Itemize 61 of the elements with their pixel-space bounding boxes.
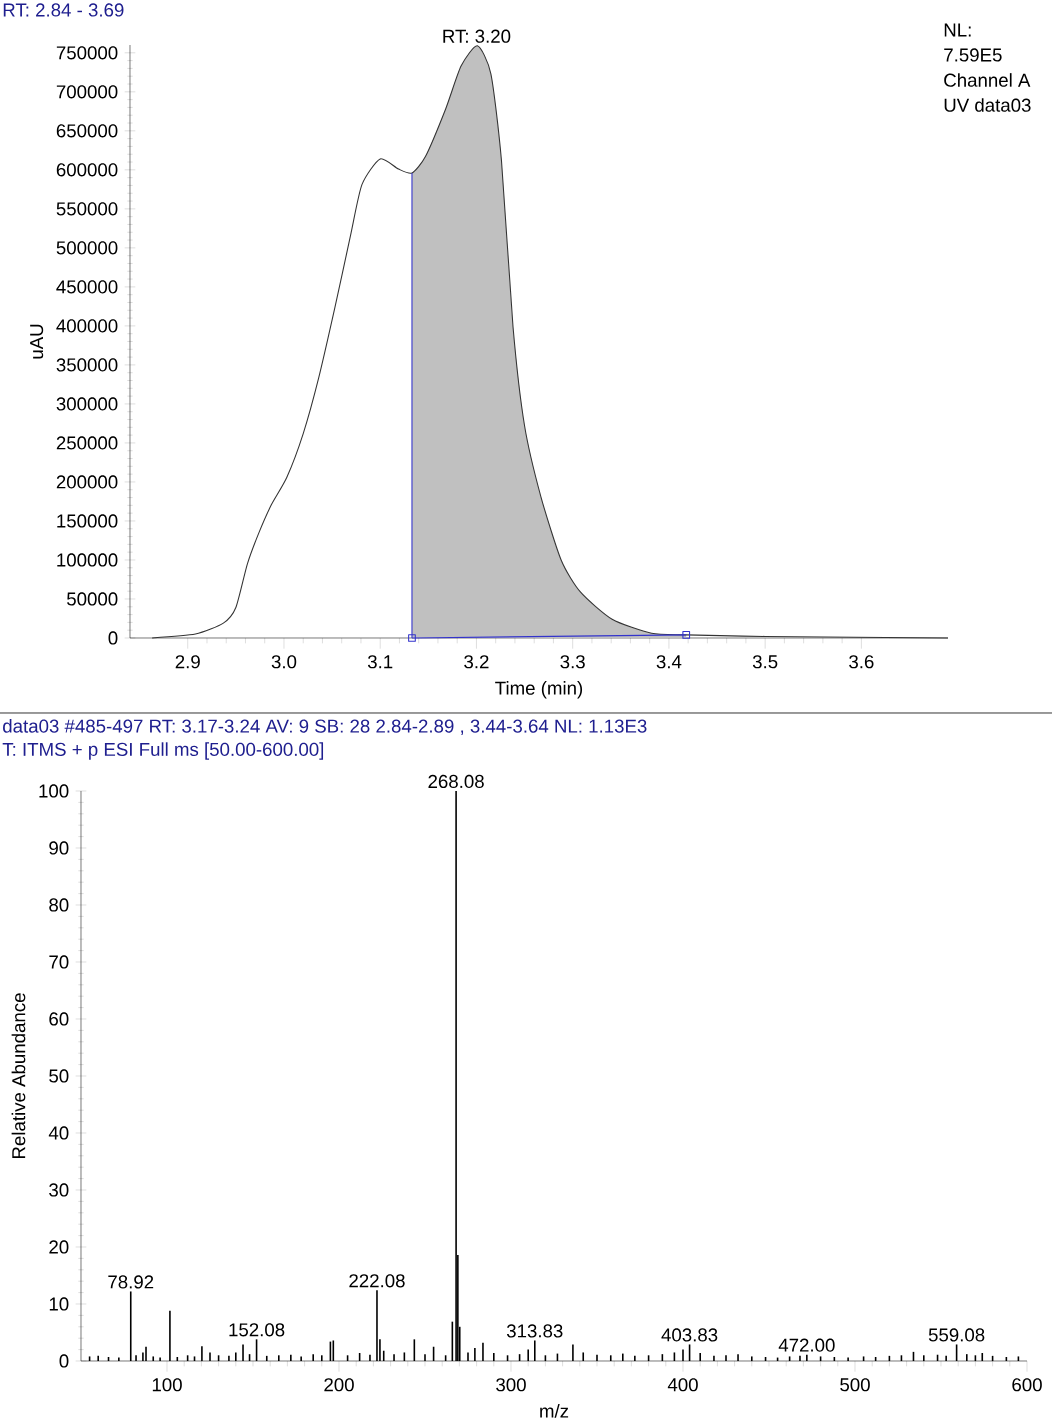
y-tick-label: 40 — [48, 1126, 69, 1140]
annotation: 559.08 — [928, 1328, 985, 1342]
chart-subtitle: T: ITMS + p ESI Full ms [50.00-600.00] — [2, 742, 324, 760]
annotation: 78.92 — [108, 1275, 154, 1289]
y-tick-label: 500000 — [56, 241, 118, 255]
text: NL: — [944, 23, 971, 37]
y-tick-label: 70 — [49, 955, 69, 969]
annotation: 403.83 — [661, 1328, 718, 1342]
x-tick-label: 200 — [324, 1378, 354, 1392]
annotation: 313.83 — [506, 1324, 563, 1338]
x-tick-label: 400 — [667, 1378, 698, 1392]
x-tick-label: 3.3 — [560, 655, 585, 669]
y-tick-label: 0 — [59, 1354, 69, 1368]
x-tick-label: 100 — [152, 1378, 182, 1392]
y-tick-label: 200000 — [56, 475, 118, 489]
y-tick-label: 50000 — [67, 592, 118, 606]
chart-title: data03 #485-497 RT: 3.17-3.24 AV: 9 SB: 28 2.84-2.89 , 3.44-3.64 NL: 1.13E3 — [3, 719, 647, 735]
y-tick-label: 400000 — [56, 319, 118, 333]
y-tick-label: 0 — [108, 631, 118, 645]
annotation: 472.00 — [778, 1338, 835, 1352]
y-tick-label: 650000 — [56, 124, 118, 138]
y-tick-label: 550000 — [56, 202, 118, 216]
y-tick-label: 750000 — [56, 46, 118, 60]
y-tick-label: 350000 — [56, 358, 118, 372]
annotation: RT: 3.20 — [443, 29, 511, 43]
x-axis-title: Time (min) — [495, 681, 583, 699]
y-tick-label: 50 — [49, 1069, 69, 1083]
x-tick-label: 3.2 — [464, 655, 489, 669]
y-tick-label: 10 — [49, 1297, 69, 1311]
annotation: Channel A — [944, 73, 1031, 87]
y-tick-label: 80 — [49, 898, 69, 912]
y-tick-label: 90 — [49, 841, 69, 855]
x-axis-title: m/z — [540, 1404, 569, 1418]
annotation: UV data03 — [944, 98, 1031, 112]
y-tick-label: 450000 — [56, 280, 118, 294]
x-tick-label: 600 — [1012, 1378, 1042, 1392]
y-tick-label: 100000 — [57, 553, 118, 567]
y-tick-label: 60 — [49, 1012, 69, 1026]
annotation: 268.08 — [428, 774, 484, 789]
x-tick-label: 3.5 — [752, 655, 778, 669]
annotation: 7.59E5 — [944, 48, 1002, 62]
x-tick-label: 3.1 — [367, 655, 393, 669]
x-tick-label: 3.6 — [849, 655, 874, 669]
y-tick-label: 700000 — [56, 85, 118, 99]
x-tick-label: 300 — [496, 1378, 526, 1392]
x-tick-label: 3.0 — [271, 655, 297, 669]
y-tick-label: 600000 — [56, 163, 118, 177]
y-tick-label: 150000 — [57, 514, 118, 528]
x-tick-label: 3.4 — [656, 655, 682, 669]
y-tick-label: 300000 — [56, 397, 118, 411]
y-tick-label: 100 — [39, 784, 69, 798]
y-tick-label: 20 — [49, 1240, 69, 1254]
x-tick-label: 500 — [840, 1378, 870, 1392]
annotation: 222.08 — [349, 1274, 405, 1288]
annotation: 152.08 — [229, 1323, 285, 1337]
y-axis-title: Relative Abundance — [11, 993, 26, 1159]
chart-title: RT: 2.84 - 3.69 — [3, 3, 124, 17]
y-tick-label: 30 — [49, 1183, 69, 1197]
x-tick-label: 2.9 — [175, 655, 200, 669]
y-tick-label: 250000 — [56, 436, 118, 450]
y-axis-title: uAU — [30, 324, 44, 359]
